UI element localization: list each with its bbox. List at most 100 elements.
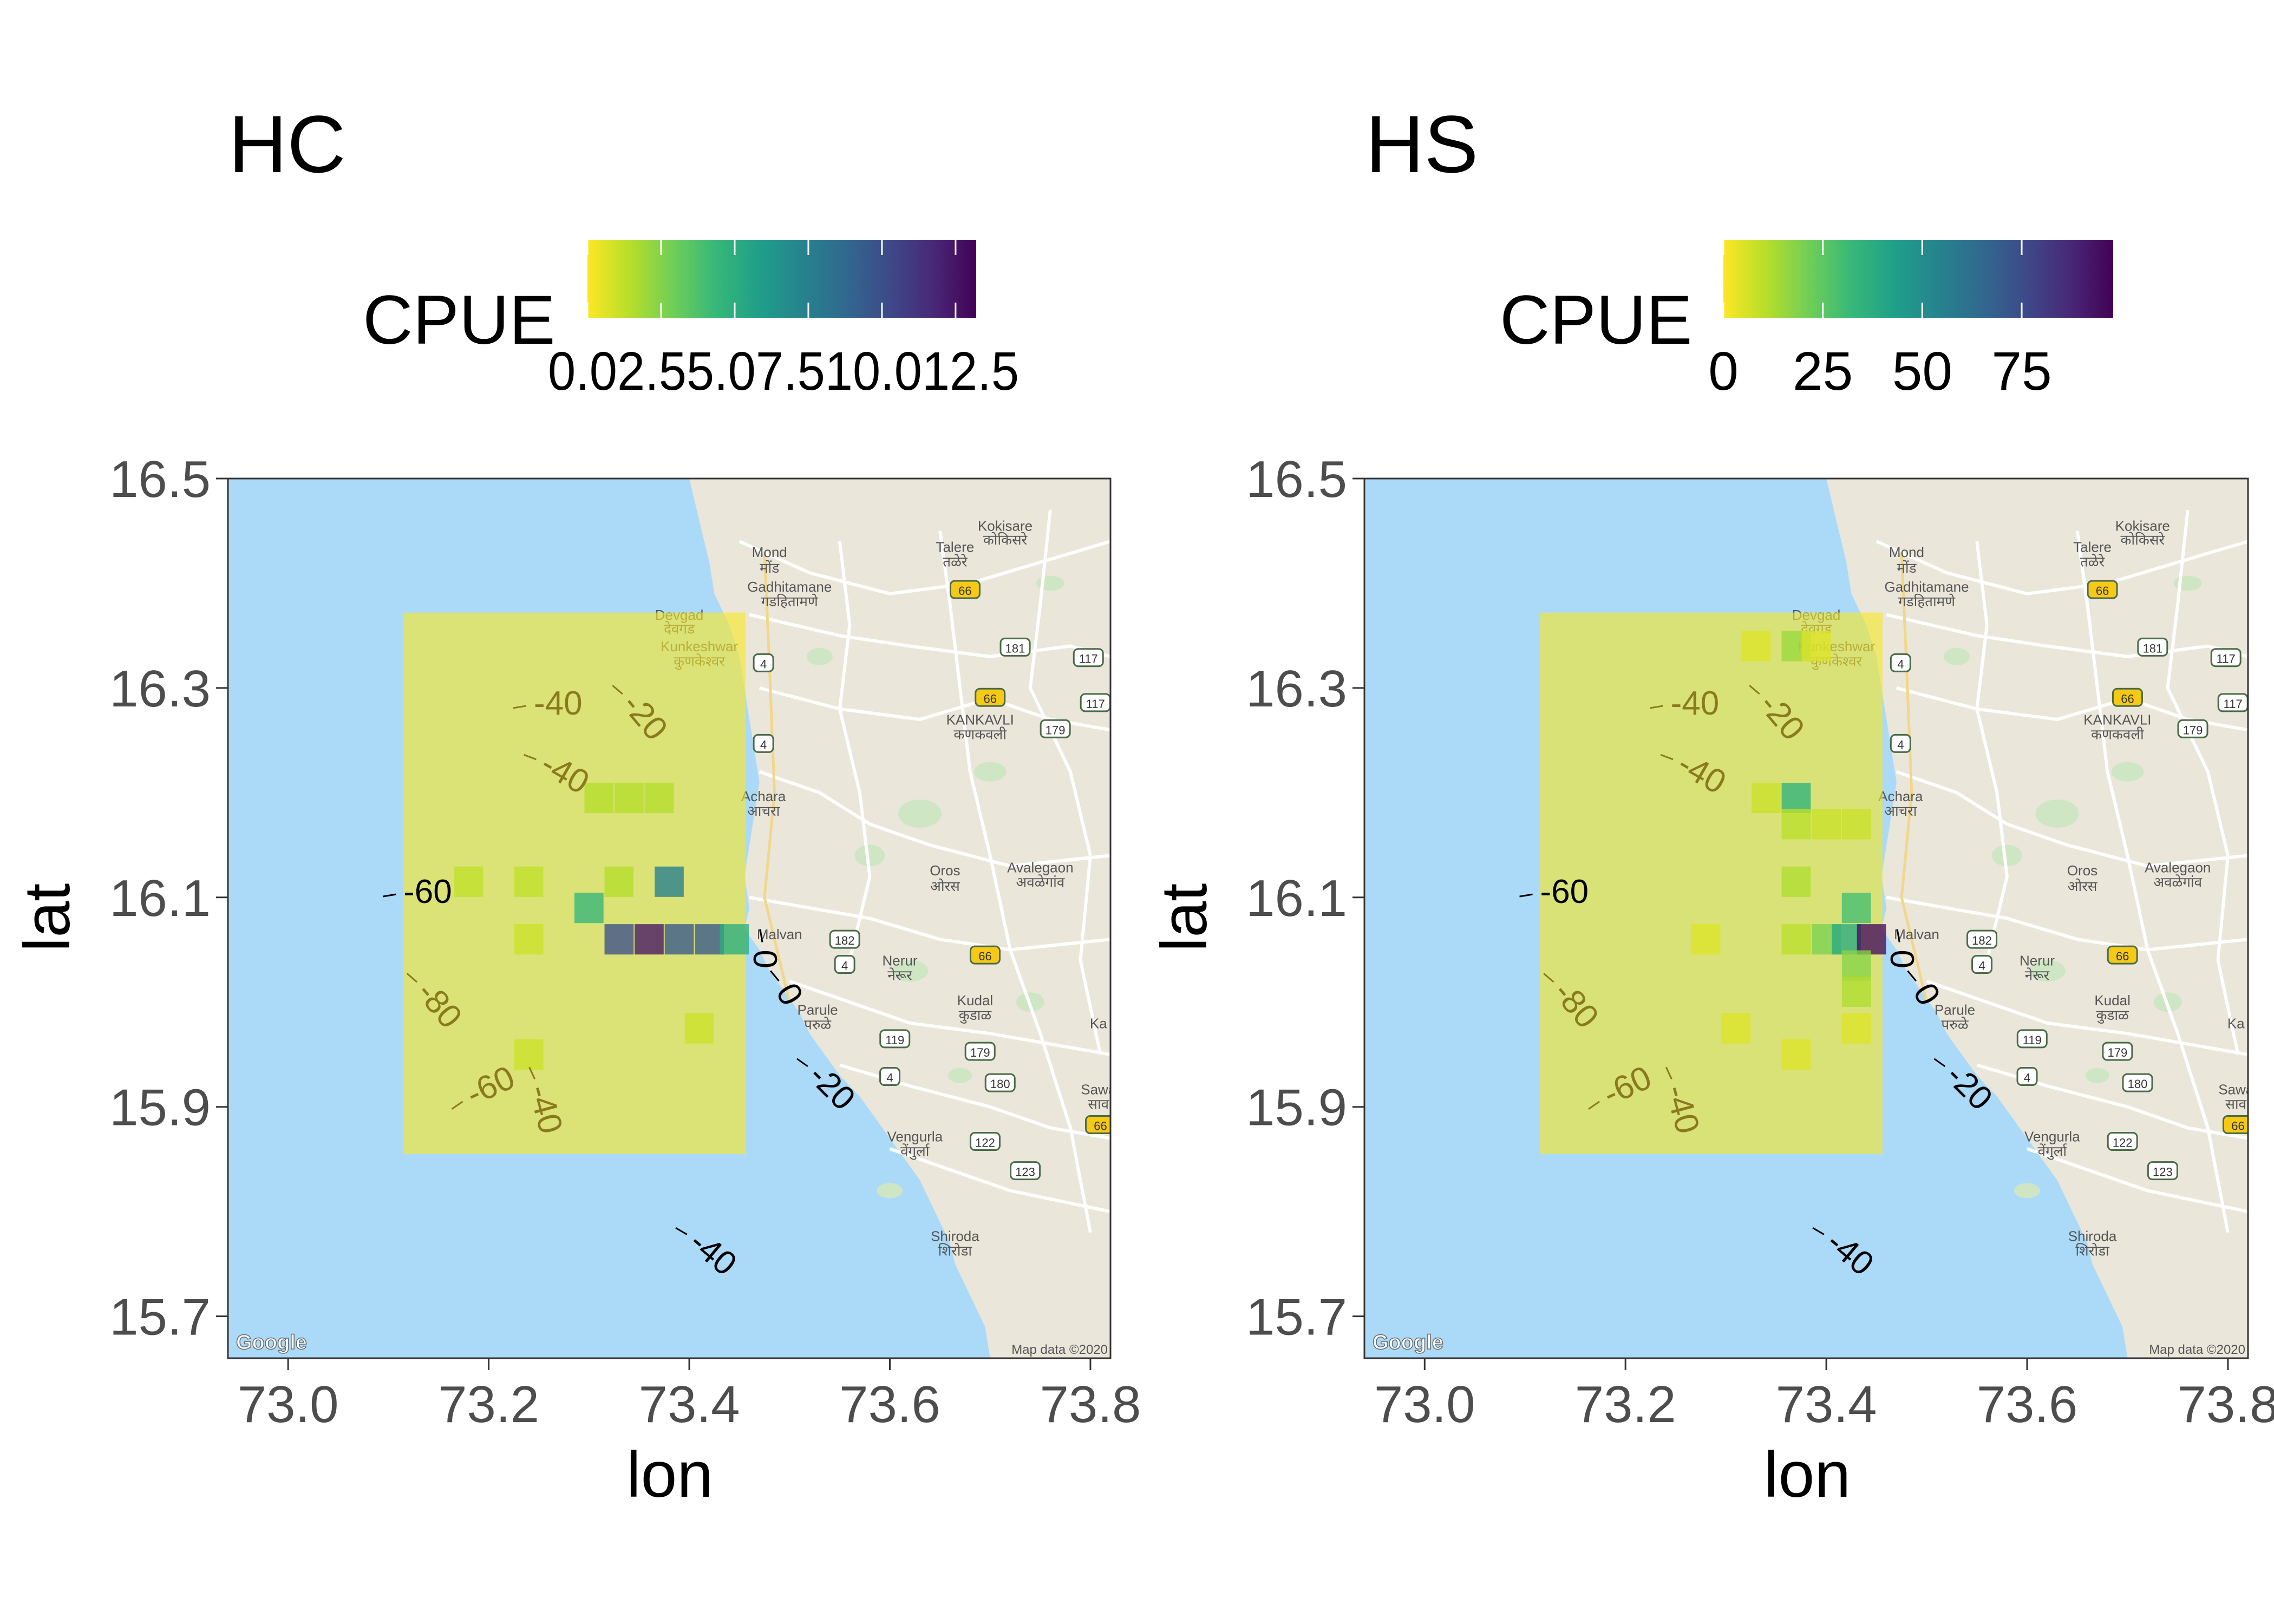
hc-x-tick-label: 73.8 xyxy=(1040,1376,1141,1433)
hs-place-label: कणकवली xyxy=(2091,726,2145,743)
hs-route-shield xyxy=(2107,945,2138,965)
hs-plot-border xyxy=(1363,477,2249,1359)
hc-green-area xyxy=(898,800,942,828)
hs-contour-label: -60 xyxy=(1519,873,1589,911)
hs-x-tick-label: 73.8 xyxy=(2177,1376,2274,1433)
hc-place-label: वेंगुर्ला xyxy=(900,1143,930,1160)
hs-road xyxy=(1876,540,2248,595)
hs-legend-tick-label: 75 xyxy=(1991,341,2051,402)
hc-contour-line xyxy=(769,970,780,982)
hc-place-label: कोकिसरे xyxy=(983,532,1028,548)
hs-route-shield xyxy=(1890,734,1911,753)
hc-route-shield-label: 180 xyxy=(990,1077,1010,1091)
hc-cpue-cell xyxy=(695,924,724,955)
hc-panel-title: HC xyxy=(228,99,346,189)
hc-x-tick-label: 73.2 xyxy=(438,1376,539,1433)
hs-cpue-cell xyxy=(1721,1013,1751,1044)
hs-route-shield xyxy=(2122,1073,2153,1092)
hc-place-label: Vengurla xyxy=(887,1129,943,1145)
hc-route-shield xyxy=(969,945,1001,965)
hs-route-shield xyxy=(2137,637,2168,657)
hc-route-shield xyxy=(753,734,774,753)
hc-cpue-cell xyxy=(644,782,674,814)
hs-route-shield xyxy=(2016,1067,2038,1086)
hs-green-area xyxy=(1991,844,2022,867)
hs-cpue-cell xyxy=(1781,782,1811,814)
hc-legend-tick-labels: 0.02.55.07.510.012.5 xyxy=(548,341,1019,402)
hs-contour-label: 0 xyxy=(1883,929,1920,968)
hs-x-axis-title: lon xyxy=(1764,1438,1851,1511)
hc-place-label: Gadhitamane xyxy=(747,579,832,595)
hc-cpue-cell xyxy=(664,924,694,955)
hs-contour-line xyxy=(1588,1101,1600,1110)
hc-route-shield xyxy=(999,637,1031,657)
hc-y-tick-label: 16.5 xyxy=(109,450,211,508)
hs-place-label: मोंड xyxy=(1897,560,1917,576)
hs-cpue-cell xyxy=(1812,809,1841,840)
hs-road xyxy=(1926,979,2248,1056)
hs-contour-line xyxy=(1665,1066,1672,1080)
hc-place-label: Achara xyxy=(741,788,786,804)
hc-contour-label: -40 xyxy=(513,685,583,722)
hc-place-label: नेरूर xyxy=(887,967,913,984)
hs-contour-value: -40 xyxy=(1671,685,1720,722)
hs-place-label: कोकिसरे xyxy=(2120,532,2165,548)
hc-place-label: Oros xyxy=(930,862,960,879)
hs-route-shield xyxy=(2107,1131,2138,1151)
hs-cpue-legend: CPUE 0 25 50 75 xyxy=(1500,240,2113,402)
hs-road xyxy=(2166,509,2240,1055)
hc-contour-value: -60 xyxy=(403,873,452,911)
hc-place-label: Mond xyxy=(752,544,787,560)
hs-x-tick-label: 73.2 xyxy=(1575,1376,1676,1433)
hc-x-tick-label: 73.4 xyxy=(639,1376,740,1433)
hs-legend-colorbar xyxy=(1723,240,2113,318)
hc-route-shield-label: 4 xyxy=(841,959,848,973)
hc-route-shield xyxy=(1040,719,1071,738)
hc-route-shield xyxy=(834,955,855,974)
hs-place-label: KANKAVLI xyxy=(2083,712,2151,728)
hs-x-tick-label: 73.4 xyxy=(1776,1376,1877,1433)
hc-route-shield-label: 66 xyxy=(1094,1119,1107,1133)
hs-map-attribution: Map data ©2020 xyxy=(2149,1343,2245,1357)
hc-place-label: Nerur xyxy=(883,953,918,969)
hc-route-shield-label: 122 xyxy=(975,1136,995,1149)
hs-route-shields: 66 181 117 4 66 117 179 4 182 66 4 119 179 4 180 66 122 1… xyxy=(1890,580,2248,1181)
hc-contour-line xyxy=(759,929,763,942)
hs-route-shield xyxy=(2016,1029,2048,1049)
hs-route-shield-label: 179 xyxy=(2108,1046,2128,1059)
hs-place-label: Ka xyxy=(2227,1016,2245,1032)
hs-panel-title: HS xyxy=(1365,99,1478,189)
hs-route-shield-label: 123 xyxy=(2153,1165,2173,1179)
hc-cpue-cell xyxy=(615,782,644,814)
hs-y-axis-title: lat xyxy=(1148,883,1220,952)
hs-contour-line xyxy=(1749,685,1760,695)
hs-cpue-cell xyxy=(1841,1013,1871,1044)
hs-cpue-cell xyxy=(1781,924,1811,955)
hs-place-label: Shiroda xyxy=(2068,1228,2117,1244)
hs-x-axis: 73.0 73.2 73.4 73.6 73.8 xyxy=(1374,1358,2274,1433)
hs-route-shield xyxy=(2147,1161,2178,1181)
hc-route-shield-label: 119 xyxy=(885,1033,904,1047)
hc-cpue-cell xyxy=(514,924,544,955)
hc-contour-label: 0 xyxy=(746,929,783,968)
hs-y-tick-label: 16.3 xyxy=(1246,660,1347,718)
hc-contour-value: -40 xyxy=(534,685,583,722)
hc-road xyxy=(789,979,1110,1056)
hs-route-shield-label: 4 xyxy=(1897,738,1904,751)
hs-route-shield-label: 179 xyxy=(2183,723,2203,737)
hc-place-label: Sawa xyxy=(1081,1082,1116,1098)
hc-route-shield xyxy=(949,580,981,599)
hc-route-shield xyxy=(1010,1161,1041,1181)
hc-x-tick-label: 73.0 xyxy=(238,1376,339,1433)
hs-route-shield-label: 66 xyxy=(2121,692,2134,705)
hs-cpue-cell xyxy=(1841,950,1871,981)
hs-green-area xyxy=(2111,762,2144,782)
hc-route-shield-label: 182 xyxy=(835,934,855,947)
hs-place-label: कुडाळ xyxy=(2096,1007,2129,1024)
hs-place-label: तळेरे xyxy=(2080,554,2106,570)
hs-contour-line xyxy=(1543,973,1554,983)
hc-road xyxy=(1028,509,1102,1055)
hc-route-shield xyxy=(969,1131,1001,1151)
hs-route-shield xyxy=(1890,653,1911,672)
